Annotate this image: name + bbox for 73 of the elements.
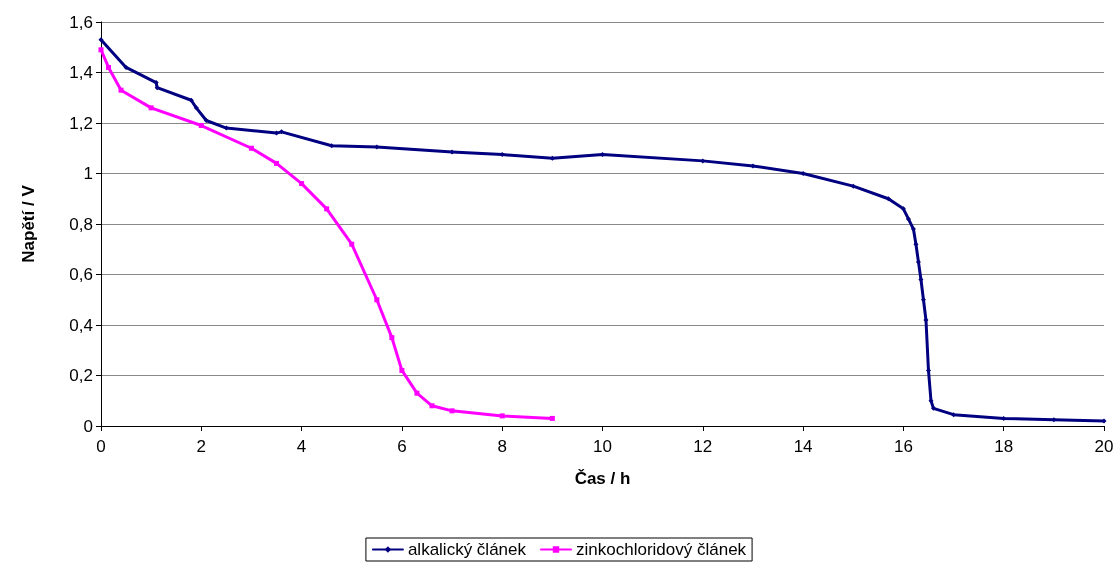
x-tick-label: 12: [693, 437, 713, 456]
point: [1051, 417, 1057, 423]
x-tick-label: 0: [96, 437, 106, 456]
point: [920, 297, 926, 303]
x-tick-label: 16: [893, 437, 913, 456]
x-axis-title: Čas / h: [574, 469, 631, 488]
point: [910, 226, 916, 232]
point: [923, 317, 929, 323]
y-tick-label: 0: [83, 416, 93, 436]
x-tick-label: 4: [296, 437, 307, 456]
y-tick-label: 1,2: [69, 113, 93, 133]
x-tick-label: 10: [593, 437, 612, 456]
point: [389, 335, 395, 341]
x-tick-label: 6: [397, 437, 407, 456]
legend-label: alkalický článek: [407, 540, 527, 559]
point: [279, 129, 285, 135]
point: [274, 160, 280, 166]
point: [98, 47, 104, 53]
point: [700, 158, 706, 164]
point: [188, 97, 194, 103]
point: [329, 143, 335, 149]
point: [915, 259, 921, 265]
point: [1001, 415, 1007, 421]
point: [299, 181, 305, 187]
point: [203, 117, 209, 123]
y-tick-label: 0,8: [69, 214, 93, 234]
point: [800, 171, 806, 176]
point: [248, 145, 254, 151]
point: [549, 415, 555, 421]
x-tick-label: 14: [793, 437, 813, 456]
x-tick-label: 8: [497, 437, 507, 456]
point: [198, 123, 204, 129]
point: [449, 408, 455, 414]
y-tick-label: 0,4: [69, 315, 93, 335]
point: [118, 87, 124, 93]
point: [148, 105, 154, 111]
point: [905, 216, 911, 222]
point: [349, 241, 355, 247]
point: [499, 413, 505, 419]
y-tick-label: 0,2: [69, 366, 93, 385]
point: [850, 183, 856, 189]
legend-label: zinkochloridový článek: [576, 540, 747, 559]
x-tick-label: 20: [1094, 437, 1114, 456]
point: [98, 37, 104, 43]
point: [154, 85, 160, 91]
y-tick-label: 0,6: [69, 265, 93, 284]
point: [106, 64, 112, 70]
point: [429, 403, 435, 409]
point: [374, 297, 380, 303]
point: [930, 405, 936, 411]
x-tick-label: 2: [196, 437, 207, 456]
point: [885, 196, 891, 202]
y-tick-label: 1: [83, 164, 93, 183]
point: [951, 412, 957, 418]
point: [449, 149, 455, 155]
point: [414, 390, 420, 396]
point: [193, 105, 199, 111]
y-tick-label: 1,6: [69, 12, 93, 32]
x-tick-label: 18: [994, 437, 1014, 456]
point: [928, 398, 934, 404]
point: [399, 367, 405, 373]
point: [374, 144, 380, 150]
point: [123, 64, 129, 70]
y-tick-label: 1,4: [69, 63, 93, 82]
point: [549, 155, 555, 161]
point: [900, 206, 906, 212]
y-axis-title: Napětí / V: [19, 184, 38, 263]
point: [1101, 418, 1107, 424]
point: [499, 152, 505, 158]
point: [600, 152, 605, 158]
point: [223, 125, 229, 131]
point: [750, 163, 756, 169]
point: [324, 206, 330, 212]
